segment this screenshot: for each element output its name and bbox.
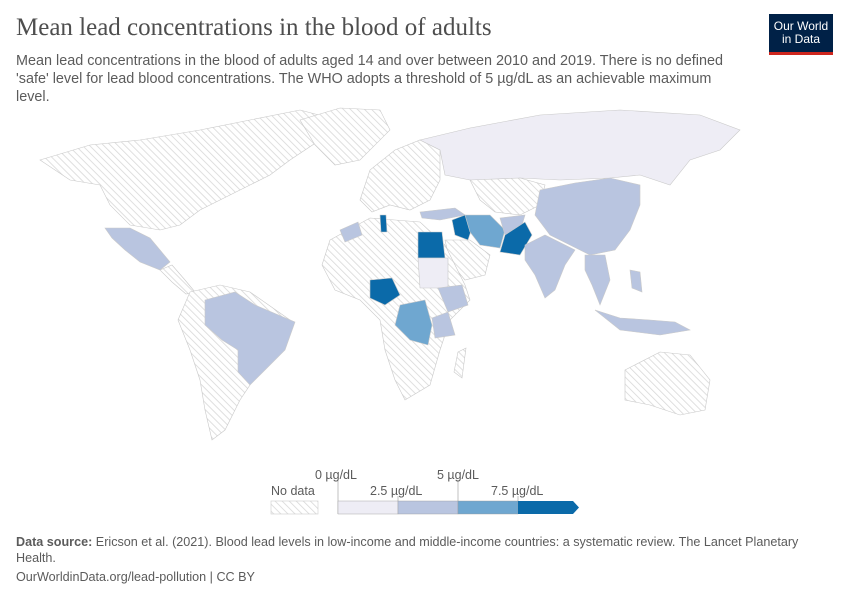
- legend-bin-3[interactable]: [518, 501, 579, 514]
- legend-no-data-label: No data: [271, 484, 315, 498]
- world-map: [39, 107, 741, 441]
- footer-url[interactable]: OurWorldinData.org/lead-pollution | CC B…: [16, 570, 255, 584]
- country-sudan[interactable]: [417, 257, 449, 289]
- country-india[interactable]: [524, 234, 576, 299]
- legend-tick-3: 7.5 µg/dL: [491, 484, 544, 498]
- country-morocco[interactable]: [339, 221, 363, 243]
- country-tunisia[interactable]: [379, 214, 388, 233]
- country-ethiopia[interactable]: [437, 284, 469, 313]
- country-brazil[interactable]: [204, 291, 296, 386]
- legend-bin-2[interactable]: [457, 500, 519, 515]
- country-russia[interactable]: [419, 109, 741, 186]
- country-turkey[interactable]: [419, 207, 466, 221]
- country-east-africa[interactable]: [431, 311, 456, 339]
- logo-line-1: Our World: [773, 19, 829, 33]
- country-madagascar-no-data[interactable]: [453, 347, 467, 379]
- logo-line-2: in Data: [781, 32, 821, 46]
- legend-tick-2: 5 µg/dL: [437, 468, 479, 482]
- country-europe-no-data[interactable]: [359, 139, 441, 213]
- country-nigeria[interactable]: [369, 277, 401, 306]
- country-greenland-no-data[interactable]: [299, 107, 391, 166]
- country-central-asia-no-data[interactable]: [469, 177, 546, 216]
- legend-bin-0[interactable]: [337, 500, 399, 515]
- country-southeast-asia[interactable]: [584, 254, 611, 306]
- data-source: Data source: Ericson et al. (2021). Bloo…: [16, 534, 816, 566]
- source-label: Data source:: [16, 535, 93, 549]
- country-china[interactable]: [534, 177, 641, 256]
- owid-logo[interactable]: Our World in Data: [769, 14, 833, 55]
- legend-no-data-swatch[interactable]: [270, 500, 319, 515]
- map-legend: No data 0 µg/dL 2.5 µg/dL 5 µg/dL 7.5 µg…: [0, 460, 850, 520]
- legend-bin-1[interactable]: [397, 500, 459, 515]
- country-egypt[interactable]: [417, 231, 446, 259]
- legend-tick-1: 2.5 µg/dL: [370, 484, 423, 498]
- country-philippines[interactable]: [629, 269, 643, 293]
- country-mexico[interactable]: [104, 227, 171, 271]
- country-australia-no-data[interactable]: [624, 351, 711, 416]
- country-dr-congo[interactable]: [394, 299, 433, 346]
- country-iran[interactable]: [464, 214, 506, 249]
- country-indonesia[interactable]: [594, 309, 691, 336]
- country-north-america-no-data[interactable]: [39, 109, 331, 231]
- source-text: Ericson et al. (2021). Blood lead levels…: [16, 535, 799, 565]
- legend-tick-0: 0 µg/dL: [315, 468, 357, 482]
- chart-title: Mean lead concentrations in the blood of…: [16, 14, 492, 41]
- chart-subtitle: Mean lead concentrations in the blood of…: [16, 53, 723, 105]
- country-central-america-no-data[interactable]: [159, 264, 196, 295]
